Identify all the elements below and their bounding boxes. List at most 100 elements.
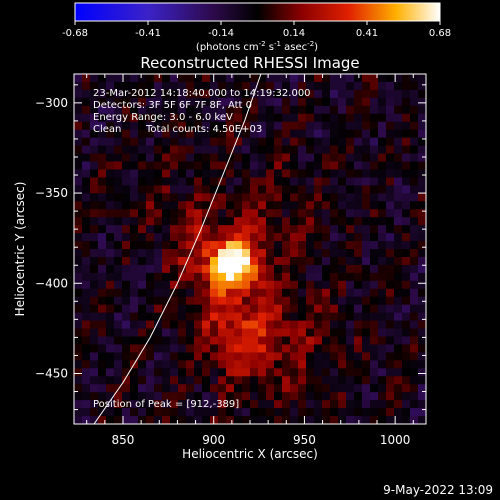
heatmap-cell bbox=[354, 177, 363, 186]
heatmap-cell bbox=[114, 392, 123, 401]
heatmap-cell bbox=[258, 312, 267, 322]
heatmap-cell bbox=[98, 272, 107, 282]
heatmap-cell bbox=[354, 81, 363, 91]
heatmap-cell bbox=[210, 177, 219, 186]
heatmap-cell bbox=[130, 392, 139, 401]
heatmap-cell bbox=[90, 376, 99, 385]
heatmap-cell bbox=[362, 368, 371, 377]
heatmap-cell bbox=[130, 320, 139, 330]
heatmap-cell bbox=[346, 145, 355, 155]
heatmap-cell bbox=[114, 376, 123, 385]
heatmap-cell bbox=[186, 336, 195, 345]
heatmap-cell bbox=[322, 121, 331, 131]
heatmap-cell bbox=[346, 121, 355, 131]
heatmap-cell bbox=[218, 81, 227, 91]
heatmap-cell bbox=[106, 288, 115, 298]
heatmap-cell bbox=[394, 241, 403, 250]
heatmap-cell bbox=[386, 249, 395, 258]
heatmap-cell bbox=[226, 384, 235, 393]
heatmap-cell bbox=[370, 376, 379, 385]
heatmap-cell bbox=[194, 264, 203, 274]
heatmap-cell bbox=[234, 89, 243, 99]
heatmap-cell bbox=[90, 256, 99, 266]
heatmap-cell bbox=[210, 272, 219, 282]
heatmap-cell bbox=[210, 241, 219, 250]
heatmap-cell bbox=[394, 328, 403, 337]
heatmap-cell bbox=[370, 304, 379, 314]
heatmap-cell bbox=[178, 185, 187, 194]
heatmap-cell bbox=[122, 392, 131, 401]
heatmap-cell bbox=[386, 113, 395, 123]
heatmap-cell bbox=[98, 129, 107, 139]
heatmap-cell bbox=[170, 137, 179, 147]
heatmap-cell bbox=[226, 161, 235, 170]
heatmap-cell bbox=[106, 320, 115, 330]
heatmap-cell bbox=[106, 209, 115, 218]
heatmap-cell bbox=[290, 384, 299, 393]
heatmap-cell bbox=[258, 225, 267, 234]
heatmap-cell bbox=[130, 89, 139, 99]
heatmap-cell bbox=[162, 89, 171, 99]
heatmap-cell bbox=[362, 129, 371, 139]
heatmap-cell bbox=[210, 256, 219, 266]
heatmap-cell bbox=[330, 217, 339, 226]
heatmap-cell bbox=[338, 209, 347, 218]
heatmap-cell bbox=[106, 193, 115, 202]
heatmap-cell bbox=[282, 129, 291, 139]
heatmap-cell bbox=[170, 360, 179, 369]
heatmap-cell bbox=[170, 113, 179, 123]
heatmap-cell bbox=[162, 376, 171, 385]
heatmap-cell bbox=[162, 193, 171, 202]
heatmap-cell bbox=[106, 153, 115, 162]
heatmap-cell bbox=[274, 89, 283, 99]
heatmap-cell bbox=[418, 392, 426, 401]
heatmap-cell bbox=[314, 97, 323, 107]
heatmap-cell bbox=[202, 304, 211, 314]
heatmap-cell bbox=[410, 376, 419, 385]
heatmap-cell bbox=[146, 161, 155, 170]
heatmap-cell bbox=[402, 233, 411, 242]
heatmap-cell bbox=[138, 241, 147, 250]
heatmap-cell bbox=[394, 376, 403, 385]
heatmap-cell bbox=[250, 201, 259, 210]
heatmap-cell bbox=[386, 185, 395, 194]
heatmap-cell bbox=[130, 416, 139, 424]
heatmap-cell bbox=[290, 81, 299, 91]
heatmap-cell bbox=[170, 129, 179, 139]
heatmap-cell bbox=[282, 336, 291, 345]
heatmap-cell bbox=[106, 416, 115, 424]
heatmap-cell bbox=[298, 241, 307, 250]
heatmap-cell bbox=[330, 304, 339, 314]
heatmap-cell bbox=[122, 105, 131, 115]
heatmap-cell bbox=[218, 169, 227, 178]
heatmap-cell bbox=[338, 416, 347, 424]
heatmap-cell bbox=[250, 225, 259, 234]
heatmap-cell bbox=[162, 344, 171, 353]
heatmap-cell bbox=[146, 97, 155, 107]
heatmap-cell bbox=[178, 193, 187, 202]
heatmap-cell bbox=[154, 336, 163, 345]
heatmap-cell bbox=[418, 272, 426, 282]
heatmap-cell bbox=[370, 145, 379, 155]
heatmap-cell bbox=[218, 241, 227, 250]
heatmap-cell bbox=[274, 74, 283, 83]
heatmap-cell bbox=[74, 344, 83, 353]
heatmap-cell bbox=[338, 352, 347, 361]
heatmap-cell bbox=[346, 81, 355, 91]
heatmap-cell bbox=[378, 360, 387, 369]
heatmap-cell bbox=[282, 185, 291, 194]
heatmap-cell bbox=[170, 312, 179, 322]
heatmap-cell bbox=[162, 416, 171, 424]
heatmap-cell bbox=[418, 145, 426, 155]
heatmap-cell bbox=[346, 153, 355, 162]
heatmap-cell bbox=[354, 304, 363, 314]
heatmap-cell bbox=[226, 241, 235, 250]
heatmap-cell bbox=[186, 209, 195, 218]
heatmap-cell bbox=[90, 296, 99, 306]
heatmap-cell bbox=[138, 312, 147, 322]
heatmap-cell bbox=[98, 376, 107, 385]
heatmap-cell bbox=[138, 217, 147, 226]
heatmap-cell bbox=[226, 97, 235, 107]
annotation-peak: Position of Peak = [912,-389] bbox=[93, 399, 239, 410]
heatmap-cell bbox=[402, 288, 411, 298]
